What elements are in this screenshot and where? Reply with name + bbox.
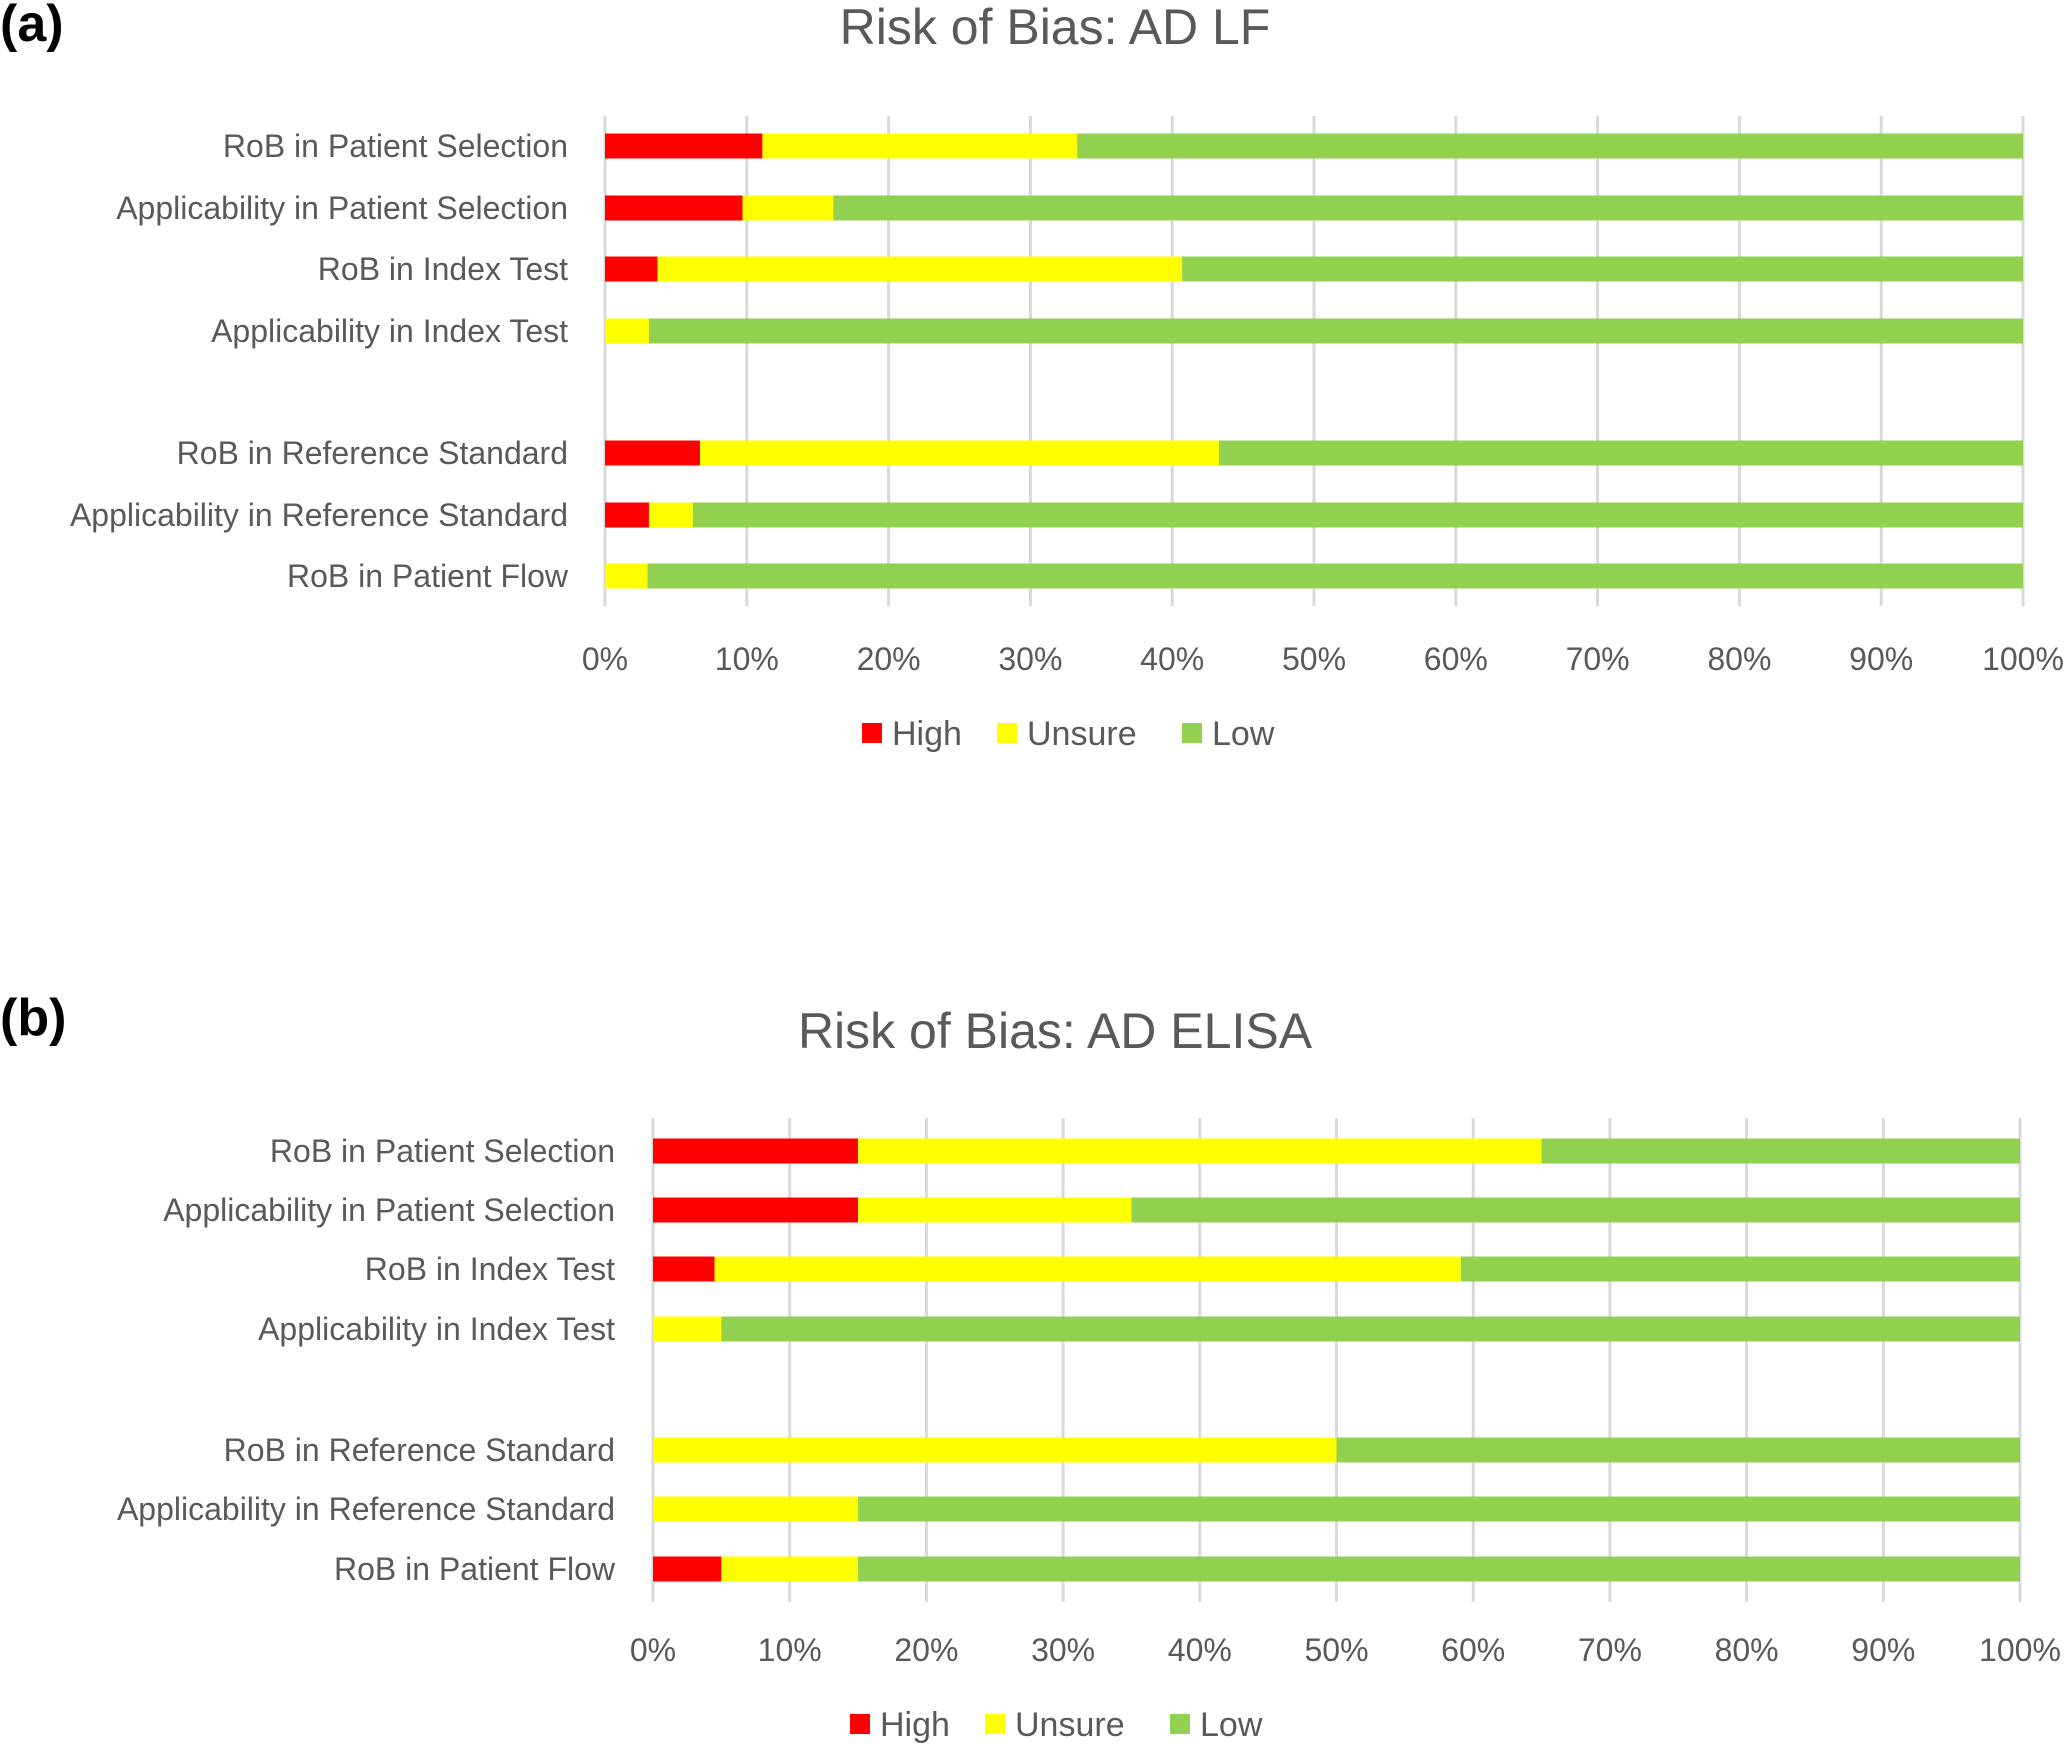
bar-segment-low xyxy=(833,195,2023,221)
bar-segment-high xyxy=(653,1138,859,1164)
x-tick-label: 0% xyxy=(630,1632,676,1668)
bar-segment-unsure xyxy=(605,318,649,344)
bar-segment-unsure xyxy=(858,1197,1132,1223)
x-tick-label: 40% xyxy=(1140,641,1204,677)
chart-b: 0% 10% 20% 30% 40% 50% 60% 70% 80% 90% 100% RoB in … xyxy=(117,1118,2061,1744)
legend-label: Unsure xyxy=(1015,1706,1125,1744)
bar-segment-low xyxy=(858,1496,2020,1522)
chart-title-a: Risk of Bias: AD LF xyxy=(839,0,1271,55)
x-tick-label: 10% xyxy=(715,641,779,677)
bar-segment-high xyxy=(605,133,763,159)
legend-item-high: High xyxy=(862,715,962,753)
category-label: RoB in Patient Flow xyxy=(287,558,569,594)
bar-segment-low xyxy=(1182,256,2023,282)
chart-a: 0% 10% 20% 30% 40% 50% 60% 70% 80% 90% 100% RoB in … xyxy=(70,116,2064,753)
category-label: RoB in Index Test xyxy=(318,251,568,287)
category-label: RoB in Patient Selection xyxy=(270,1133,615,1169)
legend-swatch xyxy=(1170,1714,1190,1734)
category-label: RoB in Patient Selection xyxy=(223,128,568,164)
x-tick-label: 100% xyxy=(1979,1632,2061,1668)
legend-swatch xyxy=(997,723,1017,743)
bar-segment-low xyxy=(858,1556,2020,1582)
bar-segment-high xyxy=(605,256,658,282)
legend-label: High xyxy=(892,715,962,753)
category-label: RoB in Index Test xyxy=(365,1251,615,1287)
legend-item-low: Low xyxy=(1170,1706,1263,1744)
chart-title-b: Risk of Bias: AD ELISA xyxy=(797,1003,1313,1059)
bar-segment-high xyxy=(605,440,701,466)
bar-segment-high xyxy=(605,195,743,221)
bar-segment-low xyxy=(721,1316,2020,1342)
bar-segment-high xyxy=(653,1556,722,1582)
bar-segment-unsure xyxy=(648,502,693,528)
bar-segment-low xyxy=(1336,1437,2020,1463)
bar-segment-low xyxy=(647,563,2023,589)
x-tick-label: 30% xyxy=(1031,1632,1095,1668)
panel-label-a: (a) xyxy=(0,0,64,53)
category-label: Applicability in Index Test xyxy=(258,1311,615,1347)
legend-swatch xyxy=(1182,723,1202,743)
legend-label: Unsure xyxy=(1027,715,1137,753)
bar-segment-high xyxy=(653,1197,859,1223)
bar-segment-low xyxy=(1460,1256,2020,1282)
bar-segment-unsure xyxy=(653,1437,1337,1463)
x-tick-label: 90% xyxy=(1849,641,1913,677)
legend-swatch xyxy=(985,1714,1005,1734)
legend-item-unsure: Unsure xyxy=(985,1706,1125,1744)
legend-swatch xyxy=(850,1714,870,1734)
x-tick-label: 40% xyxy=(1168,1632,1232,1668)
category-label: RoB in Patient Flow xyxy=(334,1551,616,1587)
bar-segment-high xyxy=(653,1256,715,1282)
category-label: RoB in Reference Standard xyxy=(224,1432,615,1468)
legend-item-low: Low xyxy=(1182,715,1275,753)
category-label: RoB in Reference Standard xyxy=(177,435,568,471)
bar-segment-unsure xyxy=(700,440,1219,466)
x-tick-label: 100% xyxy=(1982,641,2064,677)
bar-segment-unsure xyxy=(858,1138,1542,1164)
panel-label-b: (b) xyxy=(0,989,67,1047)
bar-segment-unsure xyxy=(657,256,1183,282)
legend-item-high: High xyxy=(850,1706,950,1744)
bar-segment-high xyxy=(605,502,649,528)
bar-segment-unsure xyxy=(653,1496,859,1522)
x-tick-label: 50% xyxy=(1282,641,1346,677)
x-tick-label: 10% xyxy=(758,1632,822,1668)
x-tick-label: 80% xyxy=(1707,641,1771,677)
bar-segment-unsure xyxy=(762,133,1078,159)
legend-swatch xyxy=(862,723,882,743)
legend-label: Low xyxy=(1212,715,1275,753)
bar-segment-unsure xyxy=(742,195,834,221)
x-tick-label: 30% xyxy=(998,641,1062,677)
legend-label: High xyxy=(880,1706,950,1744)
category-label: Applicability in Reference Standard xyxy=(117,1491,615,1527)
bar-segment-unsure xyxy=(714,1256,1461,1282)
x-tick-label: 80% xyxy=(1715,1632,1779,1668)
category-label: Applicability in Patient Selection xyxy=(163,1192,615,1228)
bar-segment-low xyxy=(1541,1138,2020,1164)
bar-segment-low xyxy=(648,318,2023,344)
bar-segment-unsure xyxy=(605,563,648,589)
bar-segment-low xyxy=(1077,133,2023,159)
bar-segment-low xyxy=(1218,440,2023,466)
bar-segment-low xyxy=(1131,1197,2020,1223)
x-tick-label: 60% xyxy=(1424,641,1488,677)
legend-label: Low xyxy=(1200,1706,1263,1744)
bar-segment-low xyxy=(692,502,2023,528)
bar-segment-unsure xyxy=(653,1316,722,1342)
x-tick-label: 60% xyxy=(1441,1632,1505,1668)
x-tick-label: 70% xyxy=(1578,1632,1642,1668)
x-tick-label: 70% xyxy=(1566,641,1630,677)
category-label: Applicability in Reference Standard xyxy=(70,497,568,533)
x-tick-label: 20% xyxy=(857,641,921,677)
bar-segment-unsure xyxy=(721,1556,859,1582)
x-tick-label: 0% xyxy=(582,641,628,677)
x-tick-label: 20% xyxy=(894,1632,958,1668)
x-tick-label: 90% xyxy=(1851,1632,1915,1668)
x-tick-label: 50% xyxy=(1304,1632,1368,1668)
legend-item-unsure: Unsure xyxy=(997,715,1137,753)
category-label: Applicability in Patient Selection xyxy=(116,190,568,226)
category-label: Applicability in Index Test xyxy=(211,313,568,349)
